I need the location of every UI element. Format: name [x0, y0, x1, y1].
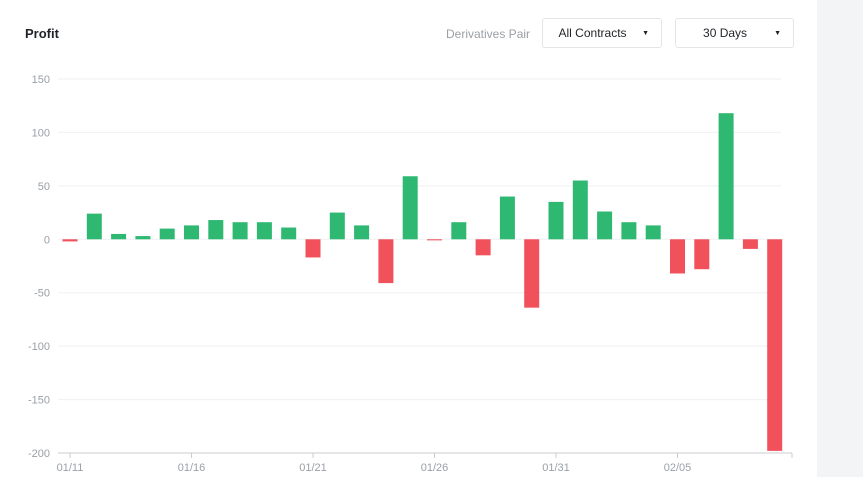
x-tick-label: 01/21: [299, 462, 327, 474]
bar: [718, 113, 734, 240]
y-tick-label: -150: [28, 395, 50, 407]
profit-bar-chart: 150 100 50 0 -50 -100 -150 -200 01/11 01/16 01/21 0…: [28, 74, 793, 474]
bar: [159, 228, 175, 240]
days-select-value: 30 Days: [703, 26, 748, 40]
x-tick-label: 01/11: [57, 462, 84, 474]
x-tick-label: 01/26: [421, 462, 449, 474]
contracts-select-value: All Contracts: [558, 26, 627, 40]
chart-title: Profit: [25, 26, 59, 41]
days-select[interactable]: 30 Days ▼: [675, 18, 794, 48]
y-tick-label: 100: [32, 127, 50, 139]
y-tick-label: 0: [44, 234, 50, 246]
bar: [645, 225, 661, 240]
bar: [475, 239, 491, 256]
x-tick-label: 01/16: [178, 462, 206, 474]
bar: [305, 239, 321, 258]
bar: [378, 239, 394, 284]
y-tick-label: 150: [32, 74, 50, 86]
bar: [427, 239, 442, 241]
bar: [524, 239, 540, 308]
bar: [135, 236, 151, 240]
bar: [354, 225, 370, 240]
bar: [208, 220, 224, 240]
bar: [767, 239, 783, 451]
bar: [572, 180, 588, 240]
bar: [499, 196, 515, 240]
bar: [694, 239, 710, 270]
profit-card: Profit Derivatives Pair All Contracts ▼ …: [0, 0, 817, 477]
bar: [256, 222, 272, 240]
bar: [451, 222, 467, 240]
x-tick-label: 02/05: [664, 462, 692, 474]
bar: [232, 222, 248, 240]
bar: [111, 233, 127, 240]
bar: [670, 239, 685, 274]
bar: [597, 211, 613, 240]
y-tick-label: -200: [28, 448, 50, 460]
y-tick-label: 50: [38, 181, 50, 193]
derivatives-pair-label: Derivatives Pair: [446, 27, 531, 41]
bar: [281, 227, 297, 240]
caret-down-icon: ▼: [642, 29, 649, 37]
y-tick-label: -100: [28, 341, 50, 353]
bar: [621, 222, 637, 240]
caret-down-icon: ▼: [774, 29, 781, 37]
y-tick-label: -50: [34, 288, 50, 300]
x-tick-label: 01/31: [542, 462, 570, 474]
bar: [548, 201, 564, 240]
bar: [329, 212, 345, 240]
bar: [402, 176, 418, 240]
bar: [742, 239, 758, 249]
contracts-select[interactable]: All Contracts ▼: [542, 18, 662, 48]
bar: [62, 239, 78, 242]
bar: [184, 225, 199, 240]
bar: [86, 213, 102, 240]
